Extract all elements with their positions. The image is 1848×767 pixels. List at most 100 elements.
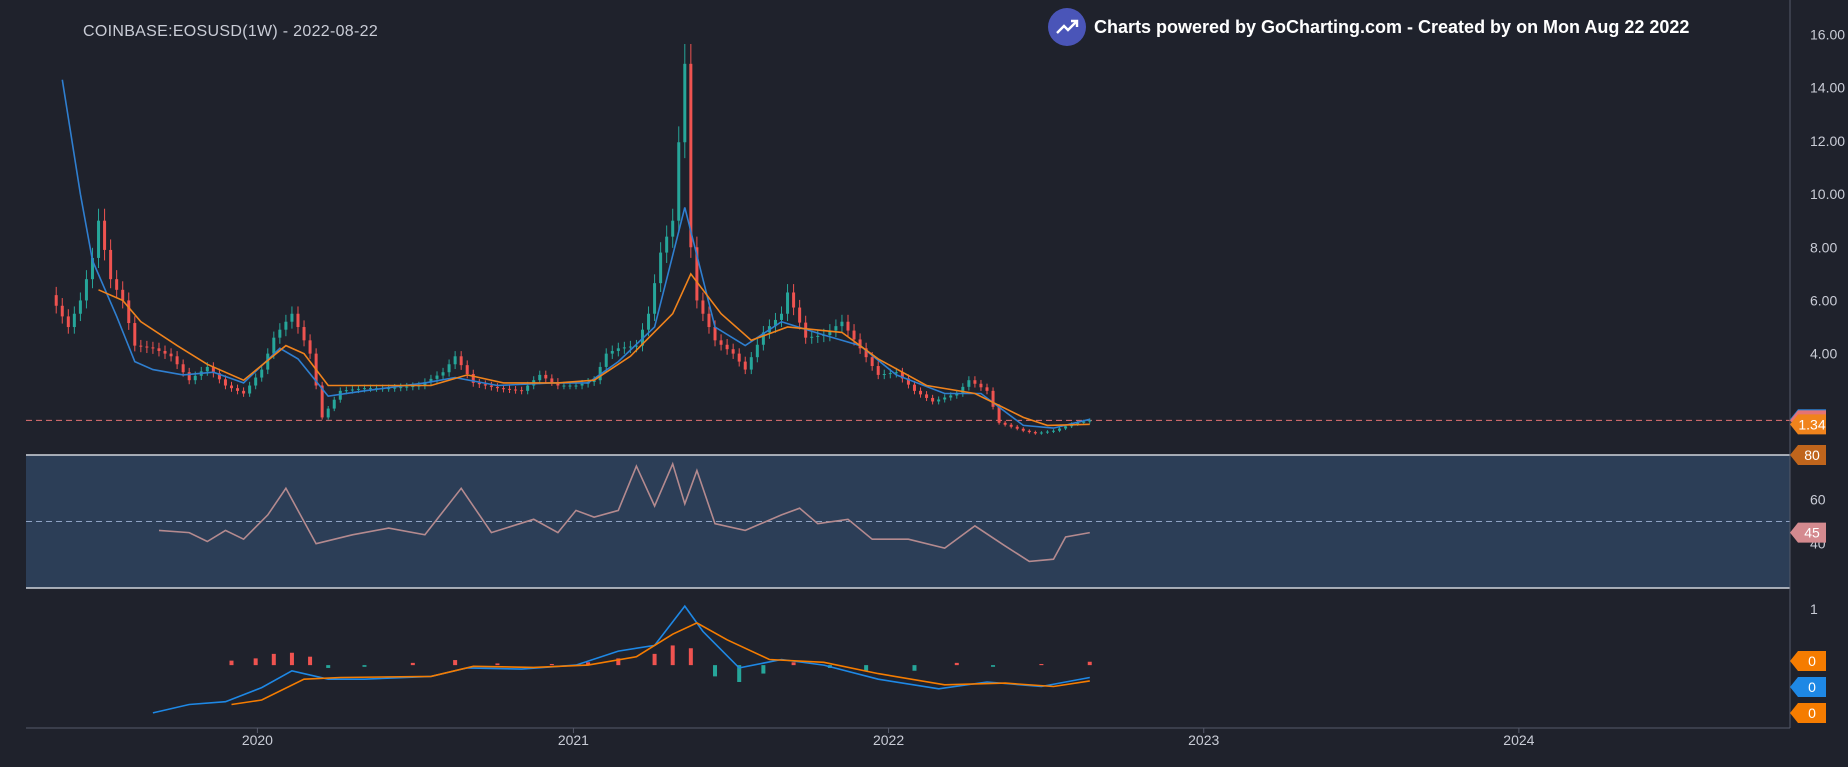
histogram-bar	[229, 660, 234, 666]
candle-body	[852, 330, 856, 340]
candle-body	[181, 364, 185, 373]
candle-body	[60, 305, 64, 317]
candle-body	[864, 348, 868, 358]
candle-body	[411, 386, 415, 388]
candle-body	[441, 372, 445, 376]
candle-body	[429, 378, 433, 383]
candle-body	[447, 364, 451, 373]
candle-body	[786, 292, 790, 314]
candle-body	[628, 346, 632, 348]
candle-body	[798, 307, 802, 323]
histogram-bar	[549, 664, 554, 666]
candle-body	[647, 313, 651, 330]
candle-body	[689, 63, 693, 248]
candle-body	[1003, 422, 1007, 425]
candle-body	[54, 295, 58, 306]
candle-body	[1033, 432, 1037, 434]
candle-body	[761, 332, 765, 345]
candle-body	[338, 390, 342, 400]
candle-body	[773, 319, 777, 327]
candle-body	[163, 350, 167, 354]
candle-body	[266, 353, 270, 370]
candle-body	[477, 382, 481, 385]
candle-body	[1064, 426, 1068, 429]
candle-body	[888, 373, 892, 375]
trending-up-icon	[1048, 8, 1086, 46]
candle-body	[423, 382, 427, 386]
candle-body	[78, 300, 82, 314]
candle-body	[84, 279, 88, 301]
y-tick-label: 12.00	[1810, 133, 1845, 149]
candle-body	[925, 394, 929, 398]
histogram-bar	[410, 662, 415, 666]
candle-body	[846, 321, 850, 331]
candle-body	[931, 397, 935, 402]
candle-body	[665, 236, 669, 253]
histogram-bar	[761, 665, 766, 674]
candle-body	[435, 375, 439, 379]
candle-body	[550, 378, 554, 382]
candle-body	[526, 385, 530, 391]
candle-body	[840, 321, 844, 327]
x-tick-label: 2020	[242, 732, 273, 748]
candle-body	[707, 313, 711, 328]
candle-body	[876, 366, 880, 375]
x-tick-label: 2022	[873, 732, 904, 748]
candle-body	[713, 327, 717, 341]
candle-body	[780, 313, 784, 320]
price-tag-label: 80	[1804, 447, 1820, 463]
price-tag-label: 0	[1808, 679, 1816, 695]
histogram-bar	[1087, 661, 1092, 666]
candle-body	[72, 313, 76, 328]
candle-body	[1076, 422, 1080, 425]
candle-body	[169, 353, 173, 357]
candle-body	[1088, 420, 1092, 422]
macd-line	[152, 604, 1090, 714]
candle-body	[369, 388, 373, 390]
candle-body	[296, 313, 300, 328]
price-tag-label: 45	[1804, 525, 1820, 541]
gocharting-credit[interactable]: Charts powered by GoCharting.com - Creat…	[1048, 8, 1689, 46]
candle-body	[1045, 431, 1049, 433]
candle-body	[308, 340, 312, 354]
candle-body	[151, 347, 155, 349]
candle-body	[828, 330, 832, 336]
histogram-bar	[326, 665, 331, 668]
candle-body	[121, 289, 125, 301]
candle-body	[538, 374, 542, 381]
candle-body	[653, 283, 657, 314]
y-tick-label: 4.00	[1810, 346, 1837, 362]
candle-body	[193, 375, 197, 381]
price-tag	[1790, 703, 1826, 723]
sma_slow-line	[98, 272, 1090, 427]
histogram-bar	[495, 663, 500, 666]
candle-body	[961, 386, 965, 394]
price-tag-label: 1.34	[1798, 416, 1825, 432]
candle-body	[906, 378, 910, 385]
price-tag	[1790, 414, 1826, 435]
candle-body	[912, 384, 916, 391]
candle-body	[562, 385, 566, 387]
histogram-bar	[308, 656, 313, 666]
price-tag	[1790, 677, 1826, 697]
candle-body	[556, 381, 560, 386]
candle-body	[725, 344, 729, 350]
histogram-bar	[991, 665, 996, 667]
candle-body	[332, 399, 336, 409]
candle-body	[489, 385, 493, 387]
y-tick-label: 10.00	[1810, 186, 1845, 202]
x-tick-label: 2024	[1503, 732, 1534, 748]
histogram-bar	[912, 665, 917, 671]
candle-body	[1051, 430, 1055, 432]
candle-body	[508, 388, 512, 390]
candle-body	[659, 252, 663, 284]
candle-body	[320, 385, 324, 418]
candle-body	[610, 350, 614, 354]
candle-body	[749, 357, 753, 370]
candle-body	[465, 365, 469, 375]
histogram-bar	[616, 658, 621, 666]
histogram-bar	[791, 662, 796, 666]
candle-body	[145, 346, 149, 348]
